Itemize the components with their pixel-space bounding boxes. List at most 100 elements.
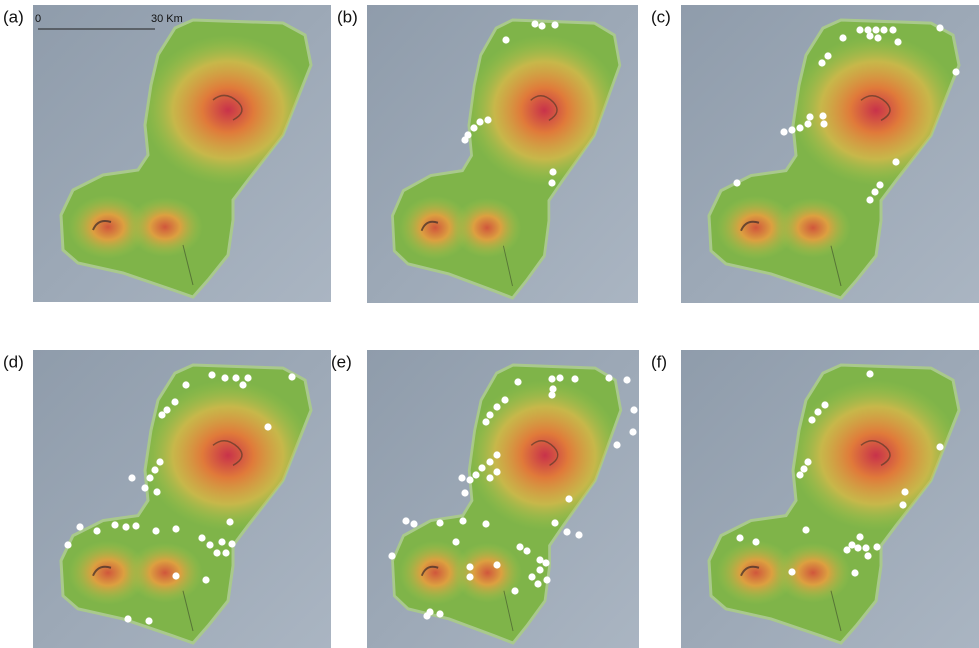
map-panel xyxy=(681,5,979,303)
site-marker xyxy=(856,533,863,540)
panel-label: (b) xyxy=(337,7,358,26)
site-marker xyxy=(461,136,468,143)
site-marker xyxy=(459,517,466,524)
site-marker xyxy=(228,540,235,547)
panel-label: (d) xyxy=(3,352,24,371)
site-marker xyxy=(502,36,509,43)
site-marker xyxy=(476,118,483,125)
figure: (a)(b)(c)(d)(e)(f) 0 30 Km xyxy=(0,0,979,648)
site-marker xyxy=(461,489,468,496)
site-marker xyxy=(936,443,943,450)
site-marker xyxy=(876,181,883,188)
site-marker xyxy=(436,519,443,526)
map-panel xyxy=(367,5,638,303)
site-marker xyxy=(478,464,485,471)
site-marker xyxy=(152,527,159,534)
site-marker xyxy=(736,534,743,541)
site-marker xyxy=(872,26,879,33)
site-marker xyxy=(206,541,213,548)
site-marker xyxy=(402,517,409,524)
site-marker xyxy=(874,34,881,41)
site-marker xyxy=(862,544,869,551)
site-marker xyxy=(410,520,417,527)
site-marker xyxy=(821,401,828,408)
site-marker xyxy=(889,26,896,33)
site-marker xyxy=(523,547,530,554)
site-marker xyxy=(423,612,430,619)
site-marker xyxy=(880,26,887,33)
site-marker xyxy=(153,488,160,495)
site-marker xyxy=(551,519,558,526)
site-marker xyxy=(839,34,846,41)
site-marker xyxy=(528,573,535,580)
site-marker xyxy=(752,538,759,545)
site-marker xyxy=(76,523,83,530)
site-marker xyxy=(613,441,620,448)
site-marker xyxy=(172,572,179,579)
site-marker xyxy=(141,484,148,491)
site-marker xyxy=(213,549,220,556)
site-marker xyxy=(796,471,803,478)
site-marker xyxy=(788,126,795,133)
site-marker xyxy=(796,124,803,131)
site-marker xyxy=(780,128,787,135)
site-marker xyxy=(466,563,473,570)
site-marker xyxy=(565,495,572,502)
site-marker xyxy=(182,381,189,388)
site-marker xyxy=(563,528,570,535)
site-marker xyxy=(218,538,225,545)
site-marker xyxy=(93,527,100,534)
site-marker xyxy=(470,124,477,131)
site-marker xyxy=(452,538,459,545)
site-marker xyxy=(198,534,205,541)
site-marker xyxy=(856,26,863,33)
site-marker xyxy=(819,112,826,119)
site-marker xyxy=(543,576,550,583)
map-panel xyxy=(367,350,639,648)
site-marker xyxy=(536,566,543,573)
site-marker xyxy=(538,22,545,29)
site-marker xyxy=(493,451,500,458)
site-marker xyxy=(264,423,271,430)
site-marker xyxy=(146,474,153,481)
site-marker xyxy=(901,488,908,495)
site-marker xyxy=(623,376,630,383)
site-marker xyxy=(814,408,821,415)
site-marker xyxy=(145,617,152,624)
panel-label: (f) xyxy=(651,352,667,371)
site-marker xyxy=(864,552,871,559)
site-marker xyxy=(156,458,163,465)
site-marker xyxy=(605,374,612,381)
site-marker xyxy=(484,116,491,123)
site-marker xyxy=(549,168,556,175)
site-marker xyxy=(482,520,489,527)
site-marker xyxy=(534,580,541,587)
site-marker xyxy=(244,374,251,381)
site-marker xyxy=(936,24,943,31)
site-marker xyxy=(486,474,493,481)
site-marker xyxy=(551,21,558,28)
site-marker xyxy=(486,458,493,465)
site-marker xyxy=(894,38,901,45)
site-marker xyxy=(511,587,518,594)
panel-label: (c) xyxy=(651,7,671,26)
site-marker xyxy=(158,411,165,418)
site-marker xyxy=(804,120,811,127)
site-marker xyxy=(208,371,215,378)
site-marker xyxy=(843,546,850,553)
site-marker xyxy=(122,523,129,530)
site-marker xyxy=(824,52,831,59)
map-panel xyxy=(681,350,979,648)
site-marker xyxy=(466,476,473,483)
site-marker xyxy=(952,68,959,75)
panel-label: (a) xyxy=(3,7,24,26)
site-marker xyxy=(493,561,500,568)
site-marker xyxy=(818,59,825,66)
scale-start: 0 xyxy=(35,13,41,25)
site-marker xyxy=(132,522,139,529)
site-marker xyxy=(892,158,899,165)
site-marker xyxy=(232,374,239,381)
map-panel xyxy=(33,350,331,648)
site-marker xyxy=(899,501,906,508)
site-marker xyxy=(575,531,582,538)
